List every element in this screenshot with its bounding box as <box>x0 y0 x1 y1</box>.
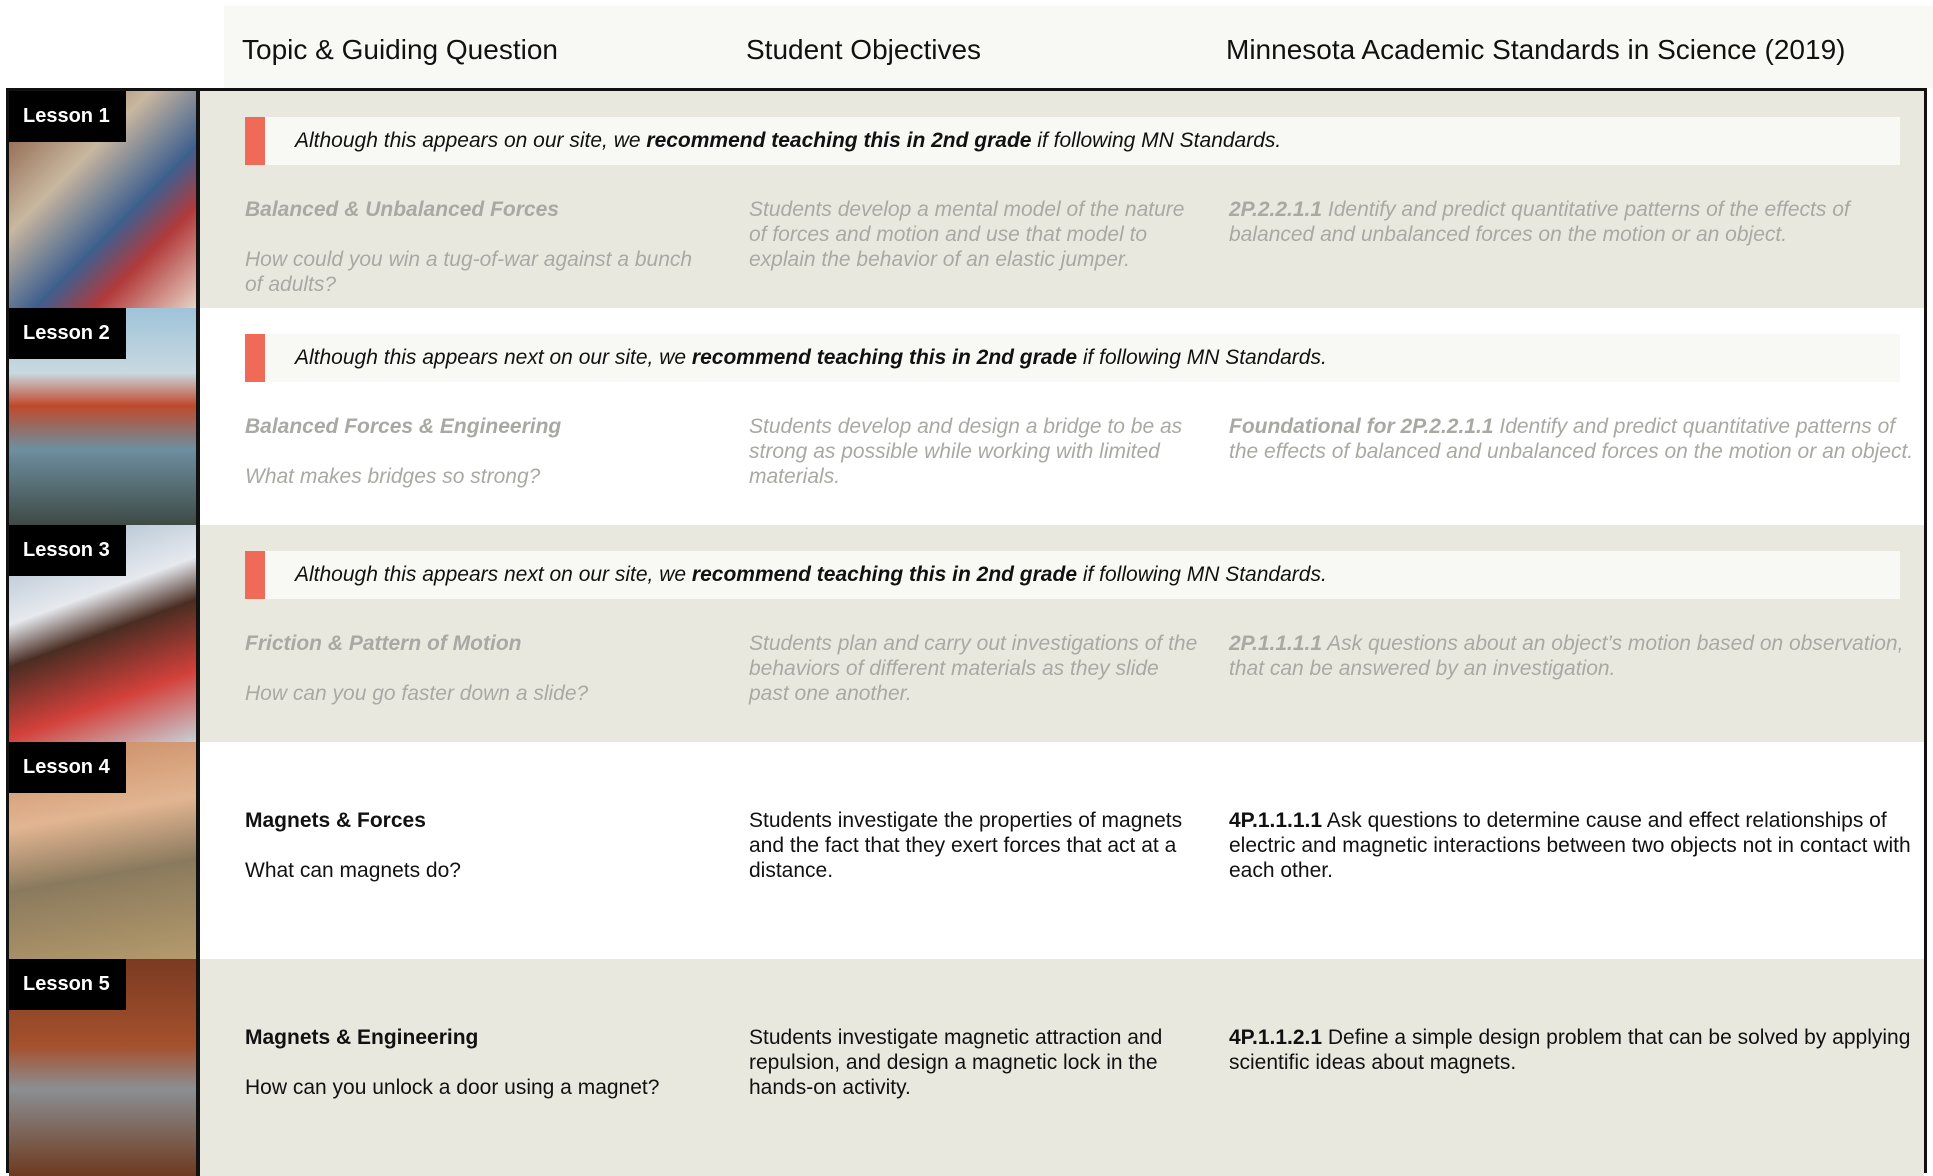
notice-text: if following MN Standards. <box>1077 563 1327 586</box>
lesson-table: Lesson 1 Although this appears on our sit… <box>6 88 1927 1176</box>
topic-cell: Magnets & Forces What can magnets do? <box>245 808 715 883</box>
lesson-row: Lesson 3 Although this appears next on ou… <box>9 525 1924 742</box>
topic: Balanced & Unbalanced Forces <box>245 198 559 221</box>
objective: Students investigate the properties of m… <box>749 809 1183 882</box>
lesson-row: Lesson 2 Although this appears next on ou… <box>9 308 1924 525</box>
standard-text: Ask questions to determine cause and eff… <box>1229 809 1911 882</box>
column-header: Topic & Guiding Question <box>242 34 558 65</box>
header: Topic & Guiding Question Student Objecti… <box>224 6 1933 88</box>
notice-text: Although this appears next on our site, … <box>295 551 1327 599</box>
lesson-image: Lesson 5 <box>9 959 200 1176</box>
topic: Friction & Pattern of Motion <box>245 632 522 655</box>
lesson-label: Lesson 4 <box>9 742 126 793</box>
notice-text: Although this appears on our site, we <box>295 129 647 152</box>
standard-code: 4P.1.1.2.1 <box>1229 1026 1323 1049</box>
guiding-question: What makes bridges so strong? <box>245 465 541 488</box>
topic: Balanced Forces & Engineering <box>245 415 562 438</box>
column-header: Minnesota Academic Standards in Science … <box>1226 34 1846 65</box>
standard-code: Foundational for 2P.2.2.1.1 <box>1229 415 1494 438</box>
standard: 4P.1.1.1.1 Ask questions to determine ca… <box>1229 808 1919 883</box>
topic: Magnets & Forces <box>245 809 426 832</box>
standard-code: 4P.1.1.1.1 <box>1229 809 1323 832</box>
lesson-image: Lesson 2 <box>9 308 200 525</box>
notice-text: Although this appears next on our site, … <box>295 346 692 369</box>
lesson-label: Lesson 1 <box>9 91 126 142</box>
standard-text: Ask questions about an object’s motion b… <box>1229 632 1904 680</box>
notice-text: if following MN Standards. <box>1077 346 1327 369</box>
guiding-question: How can you unlock a door using a magnet… <box>245 1076 660 1099</box>
notice-emphasis: recommend teaching this in 2nd grade <box>646 129 1032 152</box>
column-header: Student Objectives <box>746 34 982 65</box>
standard: 2P.2.2.1.1 Identify and predict quantita… <box>1229 197 1919 247</box>
notice: Although this appears next on our site, … <box>245 334 1900 382</box>
objective: Students develop and design a bridge to … <box>749 415 1183 488</box>
notice: Although this appears next on our site, … <box>245 551 1900 599</box>
standard-code: 2P.2.2.1.1 <box>1229 198 1323 221</box>
notice-text: Although this appears on our site, we re… <box>295 117 1281 165</box>
objective: Students plan and carry out investigatio… <box>749 632 1198 705</box>
lesson-row: Lesson 5 Magnets & Engineering How can you… <box>9 959 1924 1176</box>
standard: 2P.1.1.1.1 Ask questions about an object… <box>1229 631 1919 681</box>
guiding-question: How can you go faster down a slide? <box>245 682 589 705</box>
standard-text: Define a simple design problem that can … <box>1229 1026 1911 1074</box>
guiding-question: How could you win a tug-of-war against a… <box>245 248 693 296</box>
notice-emphasis: recommend teaching this in 2nd grade <box>691 346 1077 369</box>
lesson-image: Lesson 4 <box>9 742 200 959</box>
standard-code: 2P.1.1.1.1 <box>1229 632 1323 655</box>
notice-text: Although this appears next on our site, … <box>295 563 692 586</box>
topic-cell: Balanced Forces & Engineering What makes … <box>245 414 715 489</box>
notice-text: Although this appears next on our site, … <box>295 334 1327 382</box>
lesson-image: Lesson 3 <box>9 525 200 742</box>
standard: Foundational for 2P.2.2.1.1 Identify and… <box>1229 414 1919 464</box>
lesson-image: Lesson 1 <box>9 91 200 308</box>
lesson-label: Lesson 2 <box>9 308 126 359</box>
notice-text: if following MN Standards. <box>1031 129 1282 152</box>
topic-cell: Balanced & Unbalanced Forces How could yo… <box>245 197 715 297</box>
lesson-label: Lesson 5 <box>9 959 126 1010</box>
objective: Students develop a mental model of the n… <box>749 198 1185 271</box>
topic-cell: Friction & Pattern of Motion How can you … <box>245 631 715 706</box>
topic-cell: Magnets & Engineering How can you unlock … <box>245 1025 715 1100</box>
notice-emphasis: recommend teaching this in 2nd grade <box>691 563 1077 586</box>
notice: Although this appears on our site, we re… <box>245 117 1900 165</box>
standard: 4P.1.1.2.1 Define a simple design proble… <box>1229 1025 1919 1075</box>
lesson-row: Lesson 4 Magnets & Forces What can magnets… <box>9 742 1924 959</box>
lesson-row: Lesson 1 Although this appears on our sit… <box>9 91 1924 308</box>
objective: Students investigate magnetic attraction… <box>749 1026 1163 1099</box>
standard-text: Identify and predict quantitative patter… <box>1229 415 1914 463</box>
topic: Magnets & Engineering <box>245 1026 479 1049</box>
lesson-label: Lesson 3 <box>9 525 126 576</box>
guiding-question: What can magnets do? <box>245 859 461 882</box>
standard-text: Identify and predict quantitative patter… <box>1229 198 1850 246</box>
